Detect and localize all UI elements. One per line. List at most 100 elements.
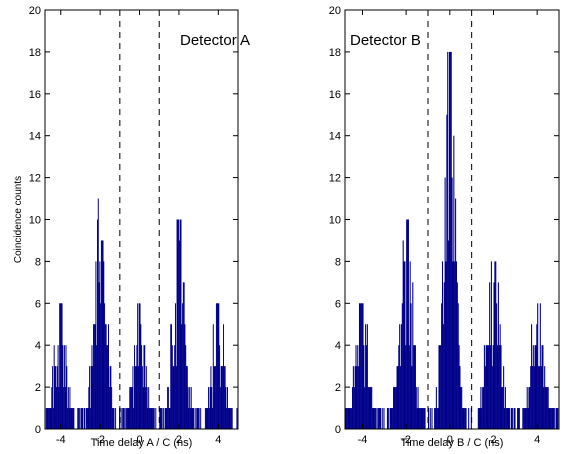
histogram-bar [63,345,65,429]
histogram-bar [208,387,210,429]
histogram-bar [552,408,554,429]
histogram-bar [414,345,416,429]
histogram-bar [537,303,539,429]
histogram-bar [80,408,82,429]
histogram-bar [150,408,152,429]
histogram-bar [220,366,222,429]
histogram-bar [446,114,448,429]
histogram-bar [147,408,149,429]
histogram-bar [189,408,191,429]
histogram-bar [89,408,91,429]
histogram-bar [227,408,229,429]
histogram-bar [444,177,446,429]
y-tick-label: 2 [35,382,41,394]
histogram-bar [524,408,526,429]
histogram-bar [552,408,554,429]
histogram-bar [60,303,62,429]
histogram-bar [231,408,233,429]
histogram-bar [522,408,524,429]
histogram-bar [104,324,106,429]
histogram-bar [69,387,71,429]
histogram-bar [550,408,552,429]
histogram-bar [398,345,400,429]
histogram-bar [451,177,453,429]
histogram-bar [149,408,151,429]
histogram-bar [104,303,106,429]
histogram-bar [143,345,145,429]
histogram-bar [182,303,184,429]
histogram-bar [481,408,483,429]
histogram-bar [464,408,466,429]
histogram-bar [362,303,364,429]
histogram-bar [547,387,549,429]
histogram-bar [160,408,162,429]
histogram-bar [367,387,369,429]
histogram-bar [187,387,189,429]
histogram-bar [518,408,520,429]
histogram-bar [411,366,413,429]
histogram-bar [67,387,69,429]
histogram-bar [197,408,199,429]
y-axis-label: Coincidence counts [13,176,24,263]
histogram-bar [381,408,383,429]
histogram-bar [107,345,109,429]
histogram-bar [435,387,437,429]
histogram-bar [487,345,489,429]
histogram-bar [68,408,70,429]
histogram-bar [461,387,463,429]
histogram-bar [49,408,51,429]
histogram-bar [523,408,525,429]
histogram-bar [100,303,102,429]
histogram-bar [379,408,381,429]
y-tick-label: 4 [35,340,41,352]
histogram-bar [111,387,113,429]
histogram-bar [55,366,57,429]
y-tick-label: 6 [35,298,41,310]
histogram-bar [351,408,353,429]
histogram-bar [404,261,406,429]
histogram-bars [345,51,559,430]
histogram-bar [105,324,107,429]
histogram-bar [363,345,365,429]
histogram-bar [108,324,110,429]
histogram-bar [167,387,169,429]
y-tick-label: 2 [335,382,341,394]
histogram-bar [204,408,206,429]
histogram-bar [556,408,558,429]
histogram-bar [174,303,176,429]
histogram-bar [226,387,228,429]
histogram-bar [345,408,347,429]
histogram-bar [436,408,438,429]
histogram-bar [70,408,72,429]
x-tick-label: -4 [56,434,66,446]
histogram-bar [177,219,179,429]
histogram-bar [455,198,457,429]
histogram-bar [502,387,504,429]
histogram-bar [394,387,396,429]
histogram-bar [173,366,175,429]
histogram-bar [48,408,50,429]
histogram-bar [196,408,198,429]
histogram-bar [112,408,114,429]
histogram-bar [213,366,215,429]
histogram-bar [439,345,441,429]
histogram-bar [152,408,154,429]
histogram-bar [360,303,362,429]
histogram-bar [500,345,502,429]
histogram-bar [78,408,80,429]
histogram-bar [96,345,98,429]
histogram-bar [136,345,138,429]
histogram-bar [391,408,393,429]
histogram-bar [482,387,484,429]
histogram-bar [218,303,220,429]
histogram-bar [418,408,420,429]
histogram-bar [504,387,506,429]
histogram-bar [345,408,347,429]
histogram-bar [528,387,530,429]
histogram-bar [174,345,176,429]
histogram-bar [531,324,533,429]
histogram-bar [358,366,360,429]
histogram-bar [96,219,98,429]
histogram-bar [130,387,132,429]
histogram-bar [226,408,228,429]
